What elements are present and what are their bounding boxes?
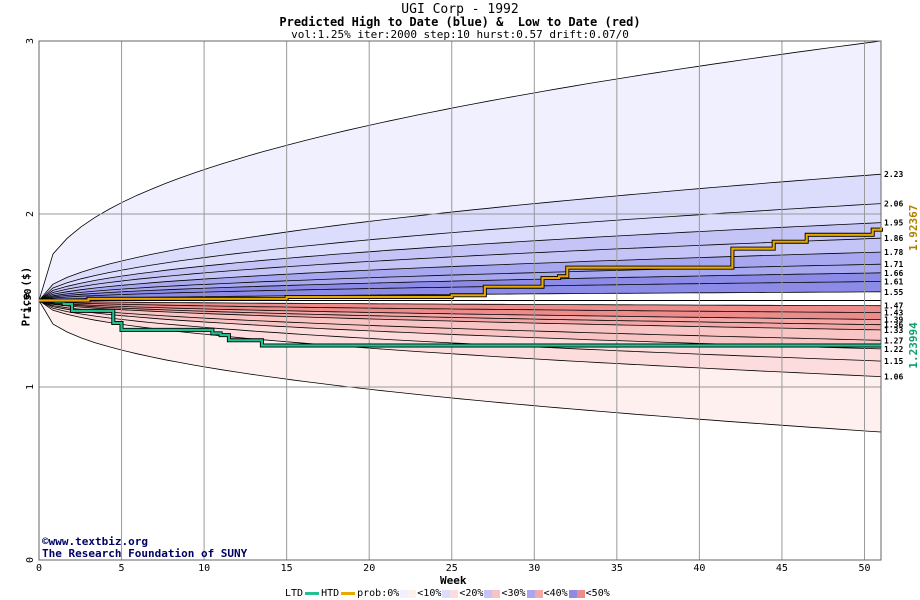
legend-b50-label: <50% [585,588,610,599]
legend-htd-label: HTD [321,588,340,599]
high-quantile-line-1 [38,173,882,301]
legend-ltd-swatch [305,592,320,595]
legend-b20-label: <20% [459,588,484,599]
low-quantile-line-0 [38,300,882,433]
high-band-2 [39,203,881,301]
legend-prob-label: prob:0% [357,588,400,599]
quantile-end-label: 2.06 [884,200,903,209]
high-quantile-line-6 [38,263,882,301]
high-band-4 [39,238,881,301]
legend-swatch-30 [526,589,543,598]
low-band-7 [39,300,881,320]
high-quantile-line-7 [38,272,882,301]
low-quantile-line-9 [38,300,882,307]
x-axis-label: Week [440,574,467,587]
ltd-end-label: 1.23994 [907,322,920,369]
high-band-0 [39,41,881,301]
htd-end-label: 1.92367 [907,205,920,251]
high-band-5 [39,252,881,301]
chart-title: UGI Corp - 1992 [401,2,519,17]
x-tick-label: 45 [776,563,788,574]
legend-swatch-20 [484,589,501,598]
quantile-end-label: 1.86 [884,234,903,243]
low-quantile-line-5 [38,300,882,331]
high-band-3 [39,222,881,301]
credit-org: The Research Foundation of SUNY [42,547,248,560]
quantile-end-label: 1.55 [884,288,903,297]
low-quantile-line-6 [38,300,882,326]
ltd-line [39,299,881,347]
credit-link[interactable]: ©www.textbiz.org [42,535,148,548]
x-tick-label: 15 [281,563,293,574]
x-tick-label: 5 [119,563,125,574]
quantile-end-label: 1.06 [884,373,903,382]
legend: LTD HTD prob:0% <10% <20% <30% <40% <50% [285,588,610,599]
low-quantile-line-8 [38,300,882,313]
quantile-end-label: 1.15 [884,357,903,366]
quantile-end-label: 1.78 [884,248,903,257]
quantile-end-label: 1.66 [884,269,903,278]
low-quantile-line-2 [38,300,882,362]
low-band-1 [39,300,881,377]
chart-params: vol:1.25% iter:2000 step:10 hurst:0.57 d… [291,28,629,41]
quantile-end-label: 1.27 [884,336,903,345]
high-quantile-line-4 [38,237,882,301]
high-quantile-line-2 [38,203,882,301]
high-band-8 [39,281,881,301]
quantile-end-label: 1.39 [884,316,903,325]
low-band-3 [39,300,881,349]
high-band-1 [39,174,881,301]
high-band-6 [39,264,881,301]
quantile-end-label: 1.61 [884,277,903,286]
legend-swatch-10 [442,589,459,598]
x-tick-label: 10 [198,563,210,574]
quantile-end-label: 1.47 [884,302,903,311]
low-band-4 [39,300,881,341]
legend-swatch-40 [568,589,585,598]
low-band-8 [39,300,881,313]
y-tick-label: 2 [25,211,36,217]
x-tick-label: 30 [528,563,540,574]
legend-htd-swatch [341,592,356,595]
x-tick-label: 50 [858,563,870,574]
x-tick-label: 0 [36,563,42,574]
legend-b30-label: <30% [501,588,526,599]
quantile-end-label: 1.71 [884,260,903,269]
legend-swatch-0 [400,589,417,598]
legend-b40-label: <40% [543,588,568,599]
htd-line [39,227,883,302]
low-band-6 [39,300,881,325]
x-tick-label: 25 [446,563,458,574]
start-price-label: 1.50 [23,288,34,312]
high-quantile-line-5 [38,251,882,301]
legend-b10-label: <10% [417,588,442,599]
quantile-end-label: 1.95 [884,219,903,228]
x-tick-label: 40 [693,563,705,574]
low-band-5 [39,300,881,330]
x-tick-label: 20 [363,563,375,574]
high-quantile-line-3 [38,222,882,301]
chart-subtitle: Predicted High to Date (blue) & Low to D… [279,15,641,29]
y-tick-label: 3 [25,38,36,44]
low-band-0 [39,300,881,432]
high-quantile-line-0 [38,40,882,301]
x-tick-label: 35 [611,563,623,574]
quantile-end-label: 2.23 [884,170,903,179]
quantile-end-label: 1.22 [884,345,903,354]
high-quantile-line-8 [38,281,882,301]
quantile-end-label: 1.36 [884,321,903,330]
y-tick-label: 1 [25,384,36,390]
quantile-end-label: 1.33 [884,326,903,335]
low-quantile-line-7 [38,300,882,320]
y-axis-label: Price ($) [19,266,33,327]
quantile-end-label: 1.43 [884,309,903,318]
y-tick-label: 0 [25,557,36,563]
legend-ltd-label: LTD [285,588,304,599]
low-quantile-line-4 [38,300,882,341]
